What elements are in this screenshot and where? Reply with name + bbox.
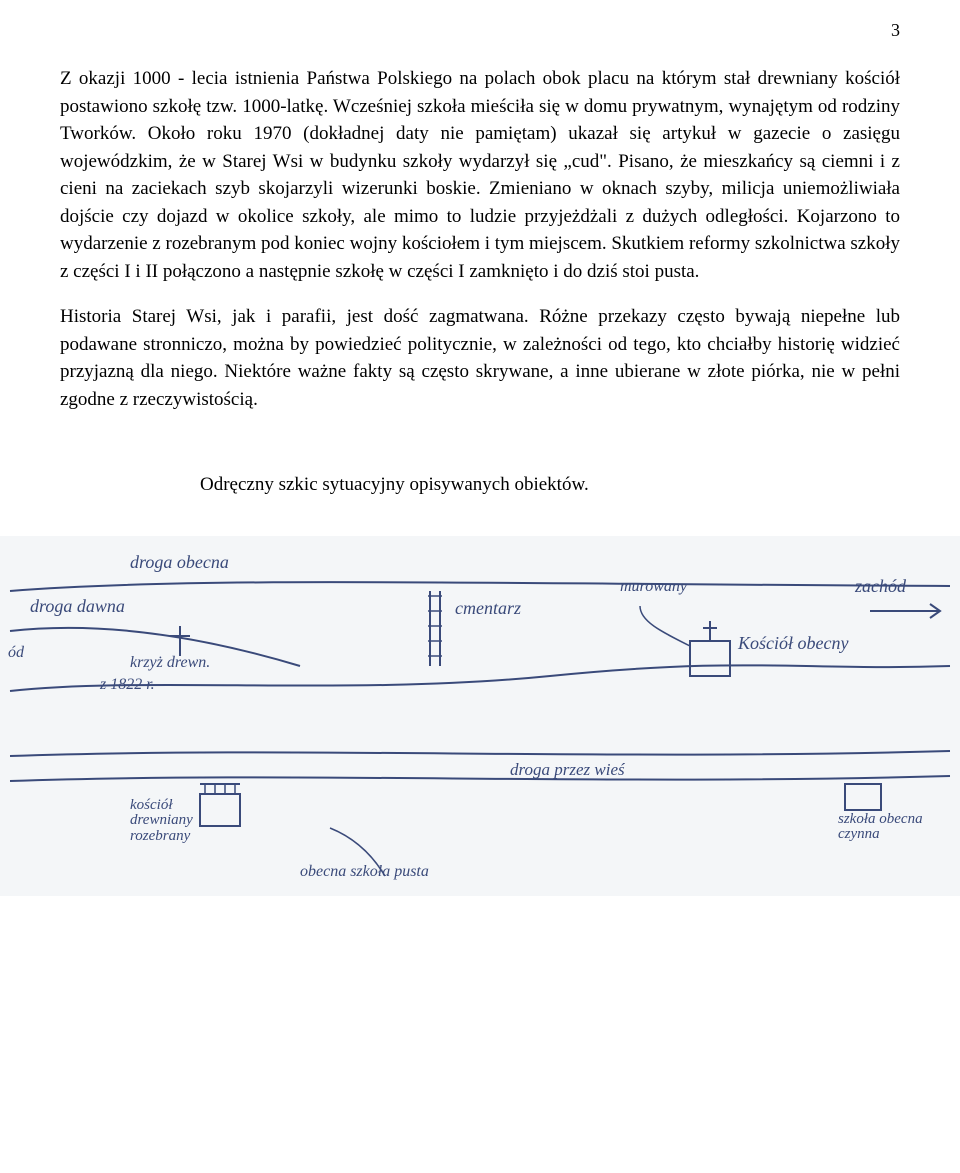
- page-number: 3: [60, 20, 900, 41]
- hand-drawn-sketch: droga obecna droga dawna ód krzyż drewn.…: [0, 536, 960, 896]
- label-droga-przez-wies: droga przez wieś: [510, 760, 625, 780]
- document-page: 3 Z okazji 1000 - lecia istnienia Państw…: [0, 0, 960, 896]
- sketch-container: droga obecna droga dawna ód krzyż drewn.…: [0, 536, 960, 896]
- label-zachod: zachód: [855, 576, 906, 597]
- label-od: ód: [8, 644, 24, 662]
- paragraph-2: Historia Starej Wsi, jak i parafii, jest…: [60, 303, 900, 413]
- label-kosciol-drewniany: kościół drewniany rozebrany: [130, 798, 220, 845]
- label-szkola-czynna: szkoła obecna czynna: [838, 812, 948, 844]
- paragraph-1: Z okazji 1000 - lecia istnienia Państwa …: [60, 65, 900, 285]
- label-szkola-pusta: obecna szkoła pusta: [300, 864, 470, 881]
- label-cmentarz: cmentarz: [455, 598, 521, 619]
- label-rok: z 1822 r.: [100, 676, 155, 694]
- label-murowany: murowany: [620, 578, 687, 596]
- sketch-caption: Odręczny szkic sytuacyjny opisywanych ob…: [200, 474, 900, 496]
- label-droga-dawna: droga dawna: [30, 596, 125, 617]
- label-kosciol-obecny: Kościół obecny: [738, 634, 848, 654]
- label-droga-obecna: droga obecna: [130, 552, 229, 573]
- label-krzyz: krzyż drewn.: [130, 654, 210, 672]
